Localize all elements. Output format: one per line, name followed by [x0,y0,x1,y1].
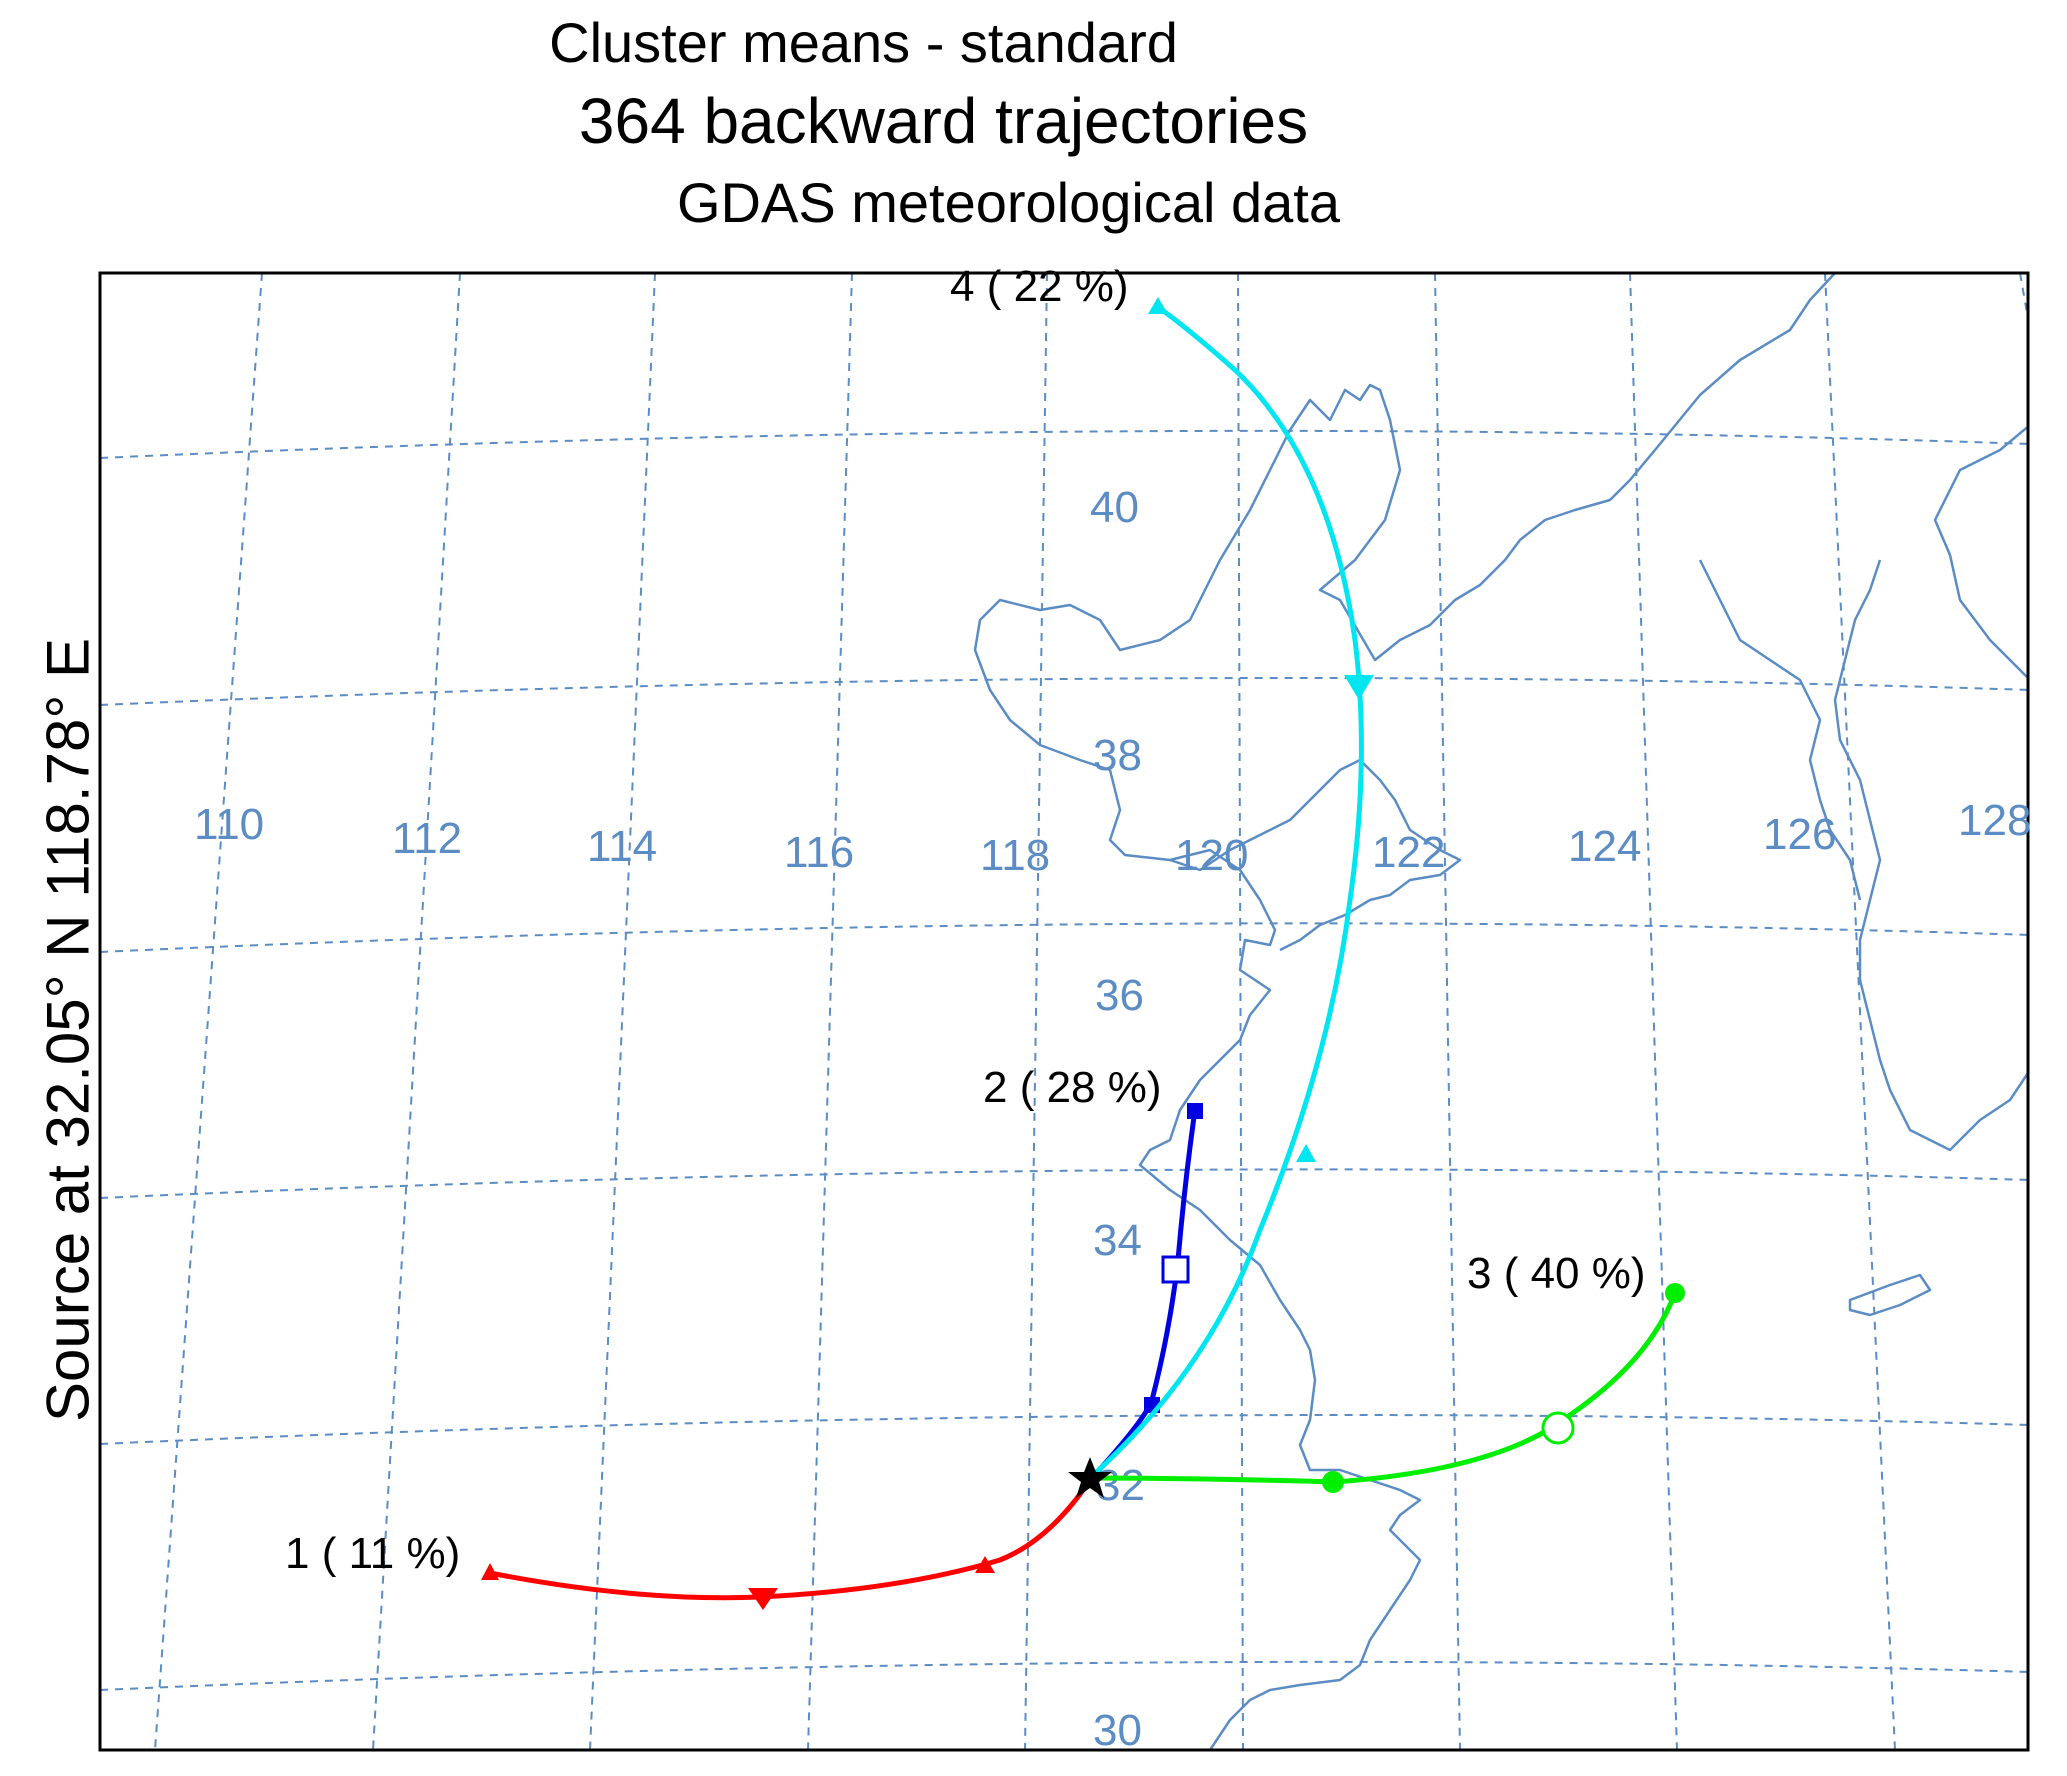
lat-label-34: 34 [1093,1216,1142,1265]
lon-label-126: 126 [1763,810,1836,859]
cluster-2-open-square-marker [1161,1255,1190,1284]
coastline-shandong-peninsula [1169,758,1462,952]
cluster-3-circle-marker [1322,1471,1344,1493]
lat-line-40 [100,429,2028,459]
lat-label-36: 36 [1095,971,1144,1020]
cluster-label-1: 1 ( 11 %) [285,1529,460,1578]
cluster-4-triangle-marker [1296,1144,1316,1162]
lat-label-32: 32 [1096,1461,1145,1510]
lat-line-38 [100,677,2028,706]
longitude-grid [154,273,2028,1750]
cluster-4-triangle-marker [1148,297,1168,314]
coastline-korea [1833,559,2028,1152]
lon-label-116: 116 [784,828,854,877]
lon-line-124 [1629,273,1678,1750]
lon-label-128: 128 [1958,796,2031,845]
lon-line-118 [1024,273,1048,1750]
lon-label-124: 124 [1568,822,1641,871]
cluster-4-inverted-triangle-marker [1344,675,1374,700]
lat-label-40: 40 [1090,483,1139,532]
lon-line-122 [1434,273,1461,1750]
trajectory-cluster-4 [1088,297,1374,1480]
coastline-mainland [973,273,2028,1750]
lon-label-118: 118 [980,831,1050,880]
trajectory-cluster-3 [1089,1283,1685,1493]
lon-label-114: 114 [587,822,657,871]
lat-label-30: 30 [1093,1706,1142,1755]
cluster-1-triangle-marker [975,1556,995,1573]
trajectory-cluster-1 [481,1478,1093,1610]
lon-label-112: 112 [392,814,462,863]
lat-label-38: 38 [1093,731,1142,780]
lon-line-126 [1824,273,1896,1750]
title-line-3: GDAS meteorological data [676,171,1340,234]
lon-label-122: 122 [1372,828,1445,877]
cluster-label-3: 3 ( 40 %) [1467,1249,1646,1298]
lon-line-114 [589,273,656,1750]
lon-label-110: 110 [194,800,264,849]
cluster-label-4: 4 ( 22 %) [950,262,1129,311]
coastline [973,273,2028,1750]
latitude-grid [100,429,2028,1691]
longitude-labels: 110 112 114 116 118 120 122 124 126 128 [194,796,2031,880]
cluster-3-circle-marker [1665,1283,1685,1303]
lat-line-32 [100,1414,2028,1445]
coastline-jeju-island [1848,1273,1932,1317]
trajectory-cluster-2 [1088,1103,1203,1482]
cluster-1-inverted-triangle-marker [748,1588,778,1610]
lat-line-34 [100,1168,2028,1199]
lat-line-30 [100,1660,2028,1691]
map-frame [98,271,2030,1752]
lon-label-120: 120 [1175,831,1248,880]
cluster-3-open-circle-marker [1541,1411,1575,1445]
latitude-labels: 40 38 36 34 32 30 [1090,483,1145,1755]
lat-line-36 [100,922,2028,953]
lon-line-112 [372,273,461,1750]
coastline-korea-west [1698,559,1862,901]
star-icon [1068,1457,1112,1498]
lon-line-110 [154,273,263,1750]
cluster-1-triangle-marker [481,1563,499,1580]
cluster-label-2: 2 ( 28 %) [983,1063,1162,1112]
cluster-2-square-marker [1187,1103,1203,1119]
title-line-2: 364 backward trajectories [578,85,1309,157]
lon-line-116 [807,273,853,1750]
title-line-1: Cluster means - standard [549,11,1178,74]
lon-line-120 [1237,273,1244,1750]
